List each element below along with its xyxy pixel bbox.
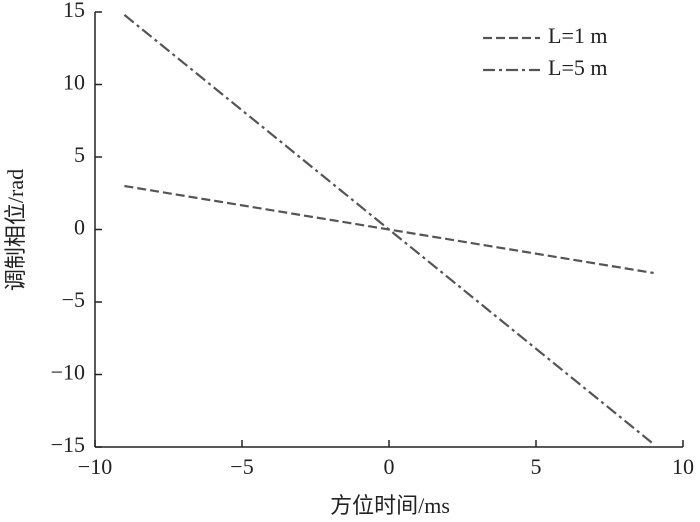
y-axis-label: 调制相位/rad (3, 169, 28, 291)
x-axis-label: 方位时间/ms (330, 493, 450, 518)
y-tick-label: −5 (62, 287, 85, 312)
y-tick-label: −10 (51, 360, 85, 385)
series-line (123, 14, 655, 445)
x-tick-label: 5 (531, 454, 542, 479)
y-tick-label: 10 (63, 70, 85, 95)
y-tick-label: 15 (63, 0, 85, 22)
x-tick-label: −5 (230, 454, 253, 479)
x-tick-label: 0 (384, 454, 395, 479)
legend-label: L=5 m (548, 55, 607, 80)
y-tick-label: −15 (51, 432, 85, 457)
x-tick-label: −10 (78, 454, 112, 479)
y-tick-label: 5 (74, 142, 85, 167)
x-tick-label: 10 (672, 454, 694, 479)
legend-label: L=1 m (548, 23, 607, 48)
y-tick-label: 0 (74, 215, 85, 240)
